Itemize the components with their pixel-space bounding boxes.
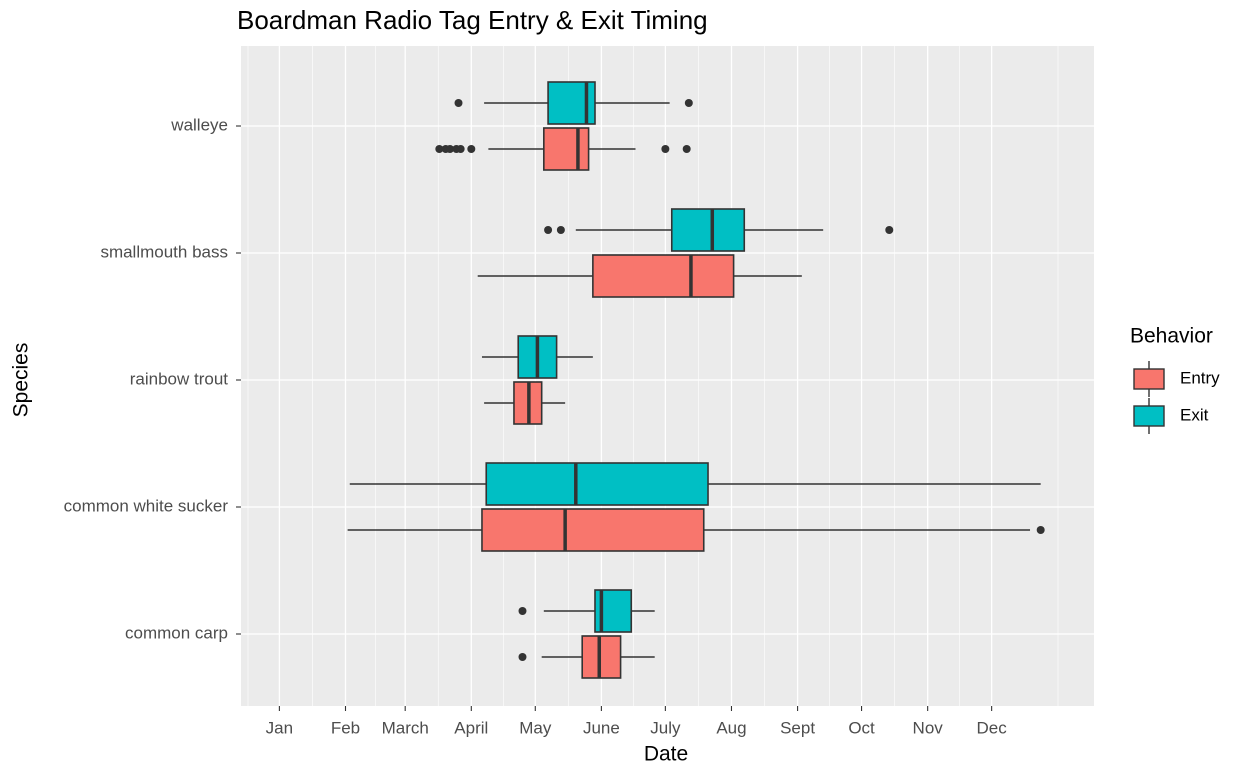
legend-label: Exit [1180, 405, 1209, 424]
legend-title: Behavior [1130, 325, 1213, 348]
x-tick-label: Dec [977, 718, 1008, 737]
x-tick-label: Feb [331, 718, 360, 737]
box [481, 508, 705, 552]
outlier [518, 607, 527, 615]
x-tick-label: Nov [913, 718, 944, 737]
outlier [885, 226, 894, 234]
box [581, 635, 622, 679]
chart-title: Boardman Radio Tag Entry & Exit Timing [237, 5, 708, 35]
outlier [544, 226, 553, 234]
legend-key [1133, 368, 1165, 390]
y-tick-label: common carp [125, 623, 228, 642]
box [543, 127, 590, 171]
plot-panel [241, 46, 1094, 706]
y-tick-label: smallmouth bass [100, 242, 228, 261]
outlier [445, 145, 454, 153]
x-tick-label: June [583, 718, 620, 737]
outlier [467, 145, 476, 153]
box [592, 254, 735, 298]
x-tick-label: Jan [266, 718, 293, 737]
outlier [556, 226, 565, 234]
box [485, 462, 709, 506]
outlier [456, 145, 465, 153]
x-tick-label: May [519, 718, 552, 737]
y-tick-label: walleye [170, 115, 228, 134]
x-tick-label: Oct [848, 718, 875, 737]
x-tick-label: March [382, 718, 429, 737]
outlier [518, 653, 527, 661]
outlier [454, 99, 463, 107]
legend-key [1133, 405, 1165, 427]
box [670, 208, 746, 252]
legend-label: Entry [1180, 368, 1220, 387]
x-tick-label: April [454, 718, 488, 737]
outlier [682, 145, 691, 153]
x-tick-label: July [650, 718, 681, 737]
x-tick-label: Aug [716, 718, 746, 737]
outlier [1036, 526, 1045, 534]
y-tick-label: common white sucker [64, 496, 229, 515]
x-tick-label: Sept [780, 718, 815, 737]
x-axis-label: Date [644, 743, 688, 766]
outlier [661, 145, 670, 153]
y-tick-label: rainbow trout [130, 369, 229, 388]
outlier [435, 145, 444, 153]
outlier [684, 99, 693, 107]
y-axis-label: Species [10, 343, 33, 418]
